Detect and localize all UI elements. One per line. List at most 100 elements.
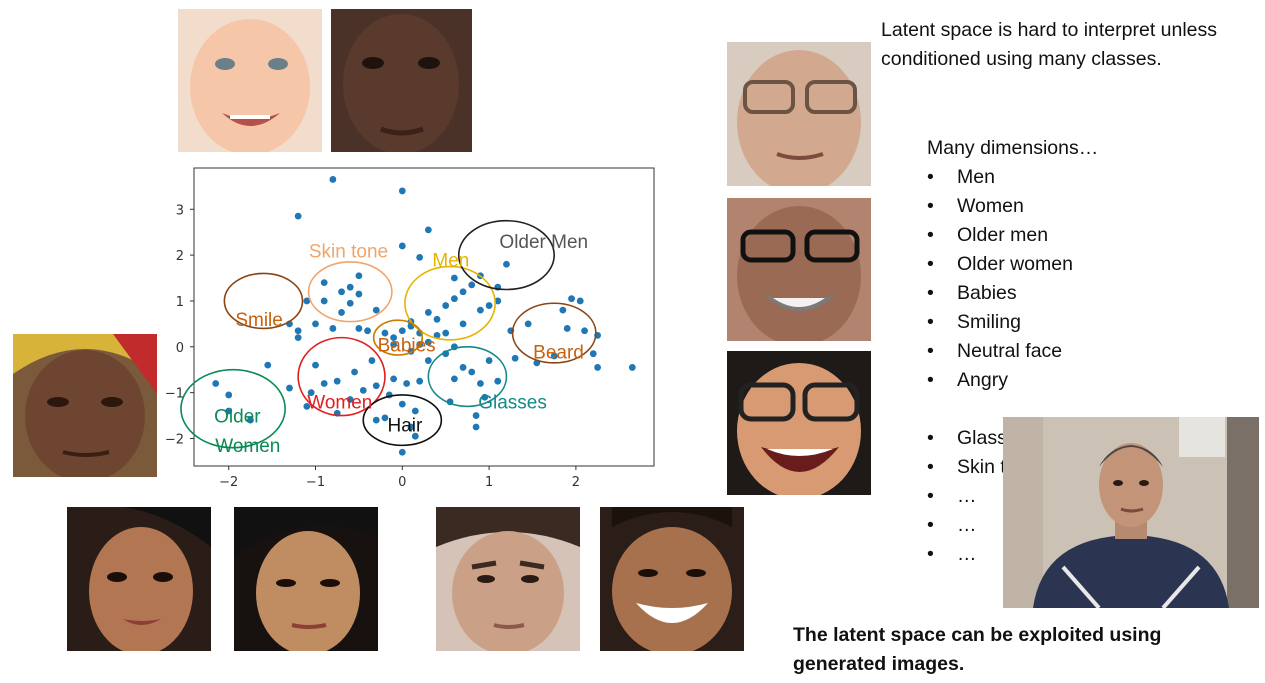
scatter-point xyxy=(450,274,458,282)
scatter-point xyxy=(247,416,254,424)
scatter-point xyxy=(568,295,575,303)
scatter-point xyxy=(372,416,380,424)
cluster-label: Skin tone xyxy=(309,241,388,262)
cluster-label: Hair xyxy=(387,416,423,437)
scatter-point xyxy=(559,306,567,314)
scatter-point xyxy=(294,327,302,335)
scatter-point xyxy=(320,279,328,287)
scatter-point xyxy=(333,377,341,385)
scatter-point xyxy=(563,325,571,332)
dimension-item: Women xyxy=(927,192,1098,221)
scatter-point xyxy=(368,357,376,364)
scatter-point xyxy=(307,389,315,397)
cluster-ellipse xyxy=(404,265,496,341)
scatter-point xyxy=(303,403,311,410)
older-woman-image xyxy=(13,334,157,477)
presenter-webcam-video xyxy=(1003,417,1259,608)
scatter-point xyxy=(398,187,406,195)
scatter-point xyxy=(416,377,424,385)
scatter-point xyxy=(424,226,432,234)
x-tick-label: 2 xyxy=(572,475,580,490)
y-tick-label: −2 xyxy=(165,432,184,447)
dimension-item: Angry xyxy=(927,366,1098,395)
cluster-label: Beard xyxy=(533,342,584,363)
scatter-point xyxy=(398,242,406,250)
scatter-point xyxy=(450,295,458,303)
scatter-point xyxy=(416,254,424,261)
scatter-point xyxy=(225,391,233,399)
footer-text: The latent space can be exploited using … xyxy=(793,624,1162,675)
scatter-point xyxy=(312,361,319,369)
woman-face-image-1 xyxy=(67,507,211,651)
headline-text: Latent space is hard to interpret unless… xyxy=(881,19,1218,70)
scatter-point xyxy=(398,448,406,456)
dimensions-title: Many dimensions… xyxy=(927,137,1099,159)
scatter-point xyxy=(594,364,601,371)
scatter-point xyxy=(346,299,354,307)
scatter-point xyxy=(424,338,432,346)
cluster-ellipse xyxy=(180,368,286,449)
scatter-point xyxy=(494,297,502,305)
dimensions-list: Many dimensions… Men Women Older men Old… xyxy=(927,134,1098,569)
scatter-point xyxy=(346,396,354,403)
y-tick-label: 2 xyxy=(176,249,184,264)
scatter-point xyxy=(372,382,380,390)
x-tick-label: −2 xyxy=(219,475,238,490)
older-man-image-3 xyxy=(727,351,871,495)
scatter-point xyxy=(450,375,458,383)
scatter-point xyxy=(581,327,588,335)
cluster-ellipse xyxy=(511,302,597,364)
scatter-point xyxy=(485,302,493,309)
scatter-point xyxy=(433,315,441,323)
scatter-point xyxy=(550,352,558,360)
dimension-item: … xyxy=(927,511,1098,540)
scatter-point xyxy=(390,334,398,342)
cluster-ellipse xyxy=(297,336,386,417)
scatter-point xyxy=(472,412,480,419)
scatter-point xyxy=(524,320,532,328)
cluster-ellipse xyxy=(427,346,508,408)
y-tick-label: −1 xyxy=(165,387,184,402)
scatter-point xyxy=(481,393,489,401)
dimension-item: Smiling xyxy=(927,308,1098,337)
plot-frame xyxy=(193,167,655,467)
scatter-point xyxy=(346,283,354,291)
scatter-point xyxy=(355,290,363,298)
scatter-point xyxy=(442,302,450,309)
scatter-point xyxy=(398,327,406,335)
y-tick-label: 3 xyxy=(176,203,184,218)
scatter-point xyxy=(424,357,432,364)
scatter-point xyxy=(329,325,337,332)
cluster-label: Babies xyxy=(378,335,436,356)
cluster-label: Women xyxy=(307,393,372,414)
cluster-ellipse xyxy=(362,394,443,447)
cluster-label: Smile xyxy=(235,310,283,331)
scatter-point xyxy=(320,297,328,305)
scatter-point xyxy=(312,320,319,328)
scatter-point xyxy=(589,350,597,358)
baby-face-image-1 xyxy=(178,9,322,152)
cluster-ellipse xyxy=(223,272,304,330)
scatter-point xyxy=(477,306,484,314)
y-tick-label: 1 xyxy=(176,295,184,310)
scatter-point xyxy=(403,380,411,387)
dimension-item: … xyxy=(927,482,1098,511)
scatter-point xyxy=(411,432,419,440)
older-man-image-1 xyxy=(727,42,871,186)
scatter-point xyxy=(472,423,480,431)
x-tick-label: 0 xyxy=(398,475,406,490)
dimension-item: … xyxy=(927,540,1098,569)
dimension-item: Older women xyxy=(927,250,1098,279)
scatter-point xyxy=(442,329,450,337)
scatter-point xyxy=(390,375,398,383)
cluster-label: Men xyxy=(432,251,469,272)
scatter-point xyxy=(364,327,371,335)
cluster-ellipse xyxy=(457,219,555,291)
scatter-point xyxy=(398,400,406,408)
woman-face-image-2 xyxy=(234,507,378,651)
scatter-point xyxy=(411,407,419,415)
man-face-image-2 xyxy=(600,507,744,651)
cluster-label: Women xyxy=(215,436,280,457)
scatter-point xyxy=(355,325,363,332)
scatter-point xyxy=(303,297,311,305)
